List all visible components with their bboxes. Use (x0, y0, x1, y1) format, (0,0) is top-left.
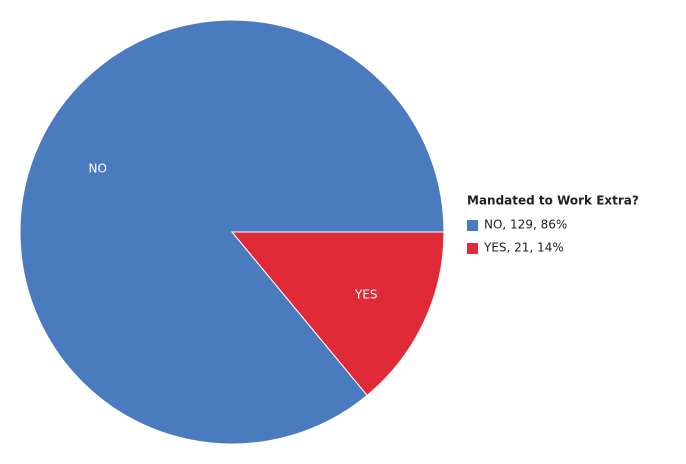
legend-label: YES, 21, 14% (483, 241, 564, 255)
legend-title: Mandated to Work Extra? (467, 194, 639, 208)
slice-label: NO (89, 161, 107, 175)
legend-swatch (467, 220, 478, 231)
legend-swatch (467, 243, 478, 254)
pie-slice (230, 231, 445, 397)
slice-label: YES (354, 288, 378, 302)
legend-label: NO, 129, 86% (484, 218, 567, 232)
